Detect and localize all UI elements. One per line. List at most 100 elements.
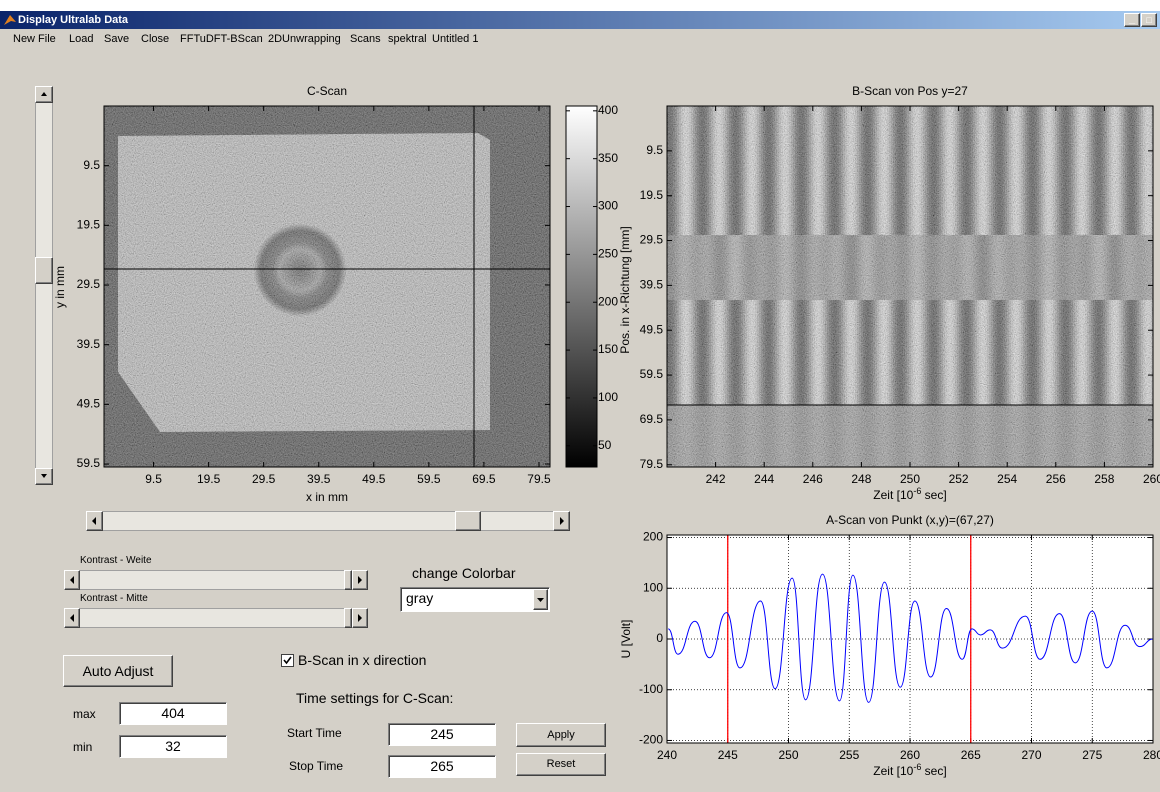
- slider-right[interactable]: [352, 570, 368, 590]
- colorbar-tick-label: 250: [598, 247, 618, 261]
- plots: 9.5 19.5 29.5 39.5 49.5 59.5 69.5 79.5 9.5 19.5 29…: [0, 0, 1160, 792]
- axes-title: C-Scan: [307, 84, 347, 98]
- auto-adjust-button[interactable]: Auto Adjust: [63, 655, 173, 687]
- x-tick-label: 69.5: [472, 472, 496, 486]
- slider-left[interactable]: [64, 570, 80, 590]
- x-tick-label: 260: [1143, 472, 1160, 486]
- colorbar-tick-label: 150: [598, 342, 618, 356]
- x-axis-label: x in mm: [306, 490, 348, 504]
- slider-left[interactable]: [86, 511, 103, 531]
- slider-thumb[interactable]: [344, 608, 352, 628]
- label-part: sec]: [921, 764, 946, 778]
- arrow-icon: [87, 512, 102, 530]
- checkbox[interactable]: [281, 654, 294, 667]
- vertical-slider[interactable]: [35, 86, 53, 485]
- x-tick-label: 49.5: [362, 472, 386, 486]
- b-scan-image: [667, 106, 1153, 467]
- label: min: [73, 740, 92, 754]
- x-tick-label: 240: [657, 748, 677, 762]
- x-tick-label: 250: [900, 472, 920, 486]
- label-part: sec]: [921, 488, 946, 502]
- x-tick-label: 265: [961, 748, 981, 762]
- x-tick-label: 258: [1094, 472, 1114, 486]
- y-tick-label: 9.5: [83, 158, 100, 172]
- y-tick-label: 39.5: [77, 337, 101, 351]
- contrast-center-slider[interactable]: [64, 608, 368, 628]
- y-axis-label: y in mm: [53, 266, 67, 308]
- x-tick-label: 79.5: [527, 472, 551, 486]
- y-tick-label: 19.5: [640, 188, 664, 202]
- y-tick-label: 69.5: [640, 412, 664, 426]
- horizontal-slider[interactable]: [86, 511, 570, 531]
- label: Start Time: [287, 726, 342, 740]
- start-time-input[interactable]: 245: [388, 723, 496, 746]
- slider-up[interactable]: [35, 86, 53, 103]
- slider-down[interactable]: [35, 468, 53, 485]
- label: change Colorbar: [412, 565, 516, 581]
- arrow-icon: [554, 512, 569, 530]
- arrow-icon: [65, 571, 79, 589]
- y-tick-label: 79.5: [640, 457, 664, 471]
- contrast-width-slider[interactable]: [64, 570, 368, 590]
- x-tick-label: 59.5: [417, 472, 441, 486]
- y-tick-label: 19.5: [77, 218, 101, 232]
- y-tick-label: 100: [643, 580, 663, 594]
- checkbox-label: B-Scan in x direction: [298, 652, 426, 668]
- x-tick-label: 39.5: [307, 472, 331, 486]
- y-tick-label: 59.5: [77, 456, 101, 470]
- y-tick-label: -200: [639, 733, 663, 747]
- x-tick-label: 275: [1082, 748, 1102, 762]
- x-axis-label: Zeit [10-6 sec]: [873, 762, 946, 778]
- y-tick-label: 29.5: [640, 233, 664, 247]
- x-axis-label: Zeit [10-6 sec]: [873, 486, 946, 502]
- x-tick-label: 256: [1046, 472, 1066, 486]
- y-tick-label: 29.5: [77, 277, 101, 291]
- colorbar: [566, 106, 597, 467]
- x-tick-label: 19.5: [197, 472, 221, 486]
- image-noise: [667, 106, 1153, 467]
- screen: {"window": {"title": "Display Ultralab D…: [0, 0, 1160, 792]
- x-tick-label: 9.5: [145, 472, 162, 486]
- x-tick-label: 248: [851, 472, 871, 486]
- stop-time-input[interactable]: 265: [388, 755, 496, 778]
- y-tick-label: 49.5: [77, 397, 101, 411]
- slider-thumb[interactable]: [35, 257, 53, 284]
- y-tick-label: 59.5: [640, 367, 664, 381]
- max-input[interactable]: 404: [119, 702, 227, 725]
- colorbar-tick-label: 50: [598, 438, 612, 452]
- label: Kontrast - Weite: [80, 555, 152, 566]
- label: max: [73, 707, 96, 721]
- arrow-icon: [65, 609, 79, 627]
- colormap-dropdown[interactable]: gray: [400, 587, 550, 612]
- min-input[interactable]: 32: [119, 735, 227, 758]
- c-scan-image: [104, 106, 550, 467]
- y-tick-label: 39.5: [640, 278, 664, 292]
- x-tick-label: 255: [839, 748, 859, 762]
- colorbar-tick-label: 350: [598, 151, 618, 165]
- slider-right[interactable]: [352, 608, 368, 628]
- slider-right[interactable]: [553, 511, 570, 531]
- dropdown-value: gray: [406, 590, 433, 606]
- x-tick-label: 270: [1021, 748, 1041, 762]
- axes-title: B-Scan von Pos y=27: [852, 84, 968, 98]
- y-axis-label: Pos. in x-Richtung [mm]: [618, 226, 632, 353]
- x-tick-label: 250: [778, 748, 798, 762]
- apply-button[interactable]: Apply: [516, 723, 606, 747]
- colorbar-tick-label: 400: [598, 103, 618, 117]
- arrow-icon: [353, 571, 367, 589]
- label-superscript: -6: [913, 762, 921, 772]
- slider-thumb[interactable]: [344, 570, 352, 590]
- y-tick-label: 200: [643, 530, 663, 544]
- slider-thumb[interactable]: [455, 511, 481, 531]
- slider-left[interactable]: [64, 608, 80, 628]
- x-tick-label: 242: [706, 472, 726, 486]
- reset-button[interactable]: Reset: [516, 753, 606, 776]
- label-superscript: -6: [913, 486, 921, 496]
- colorbar-tick-label: 300: [598, 199, 618, 213]
- colorbar-tick-label: 100: [598, 390, 618, 404]
- x-tick-label: 254: [997, 472, 1017, 486]
- dropdown-button[interactable]: [533, 589, 548, 610]
- arrow-icon: [36, 87, 52, 102]
- label: Kontrast - Mitte: [80, 593, 148, 604]
- x-tick-label: 246: [803, 472, 823, 486]
